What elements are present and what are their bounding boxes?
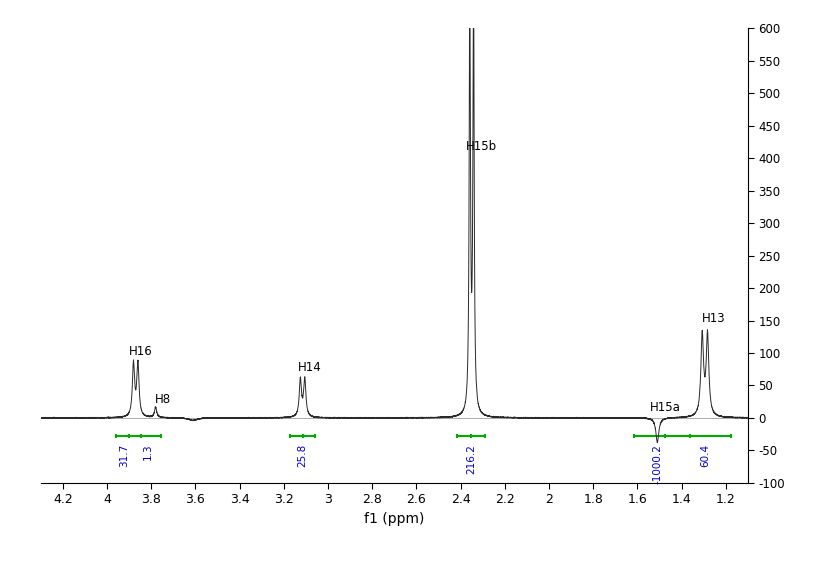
X-axis label: f1 (ppm): f1 (ppm) (364, 512, 424, 526)
Text: 31.7: 31.7 (120, 444, 129, 467)
Text: H8: H8 (154, 393, 171, 406)
Text: 216.2: 216.2 (466, 444, 476, 474)
Text: 25.8: 25.8 (298, 444, 307, 467)
Text: H15a: H15a (650, 401, 680, 414)
Text: H14: H14 (298, 361, 322, 374)
Text: H16: H16 (128, 345, 152, 358)
Text: H13: H13 (702, 312, 725, 325)
Text: -1000.2: -1000.2 (652, 444, 663, 484)
Text: 1.3: 1.3 (143, 444, 154, 461)
Text: 60.4: 60.4 (700, 444, 710, 467)
Text: H15b: H15b (466, 140, 498, 153)
